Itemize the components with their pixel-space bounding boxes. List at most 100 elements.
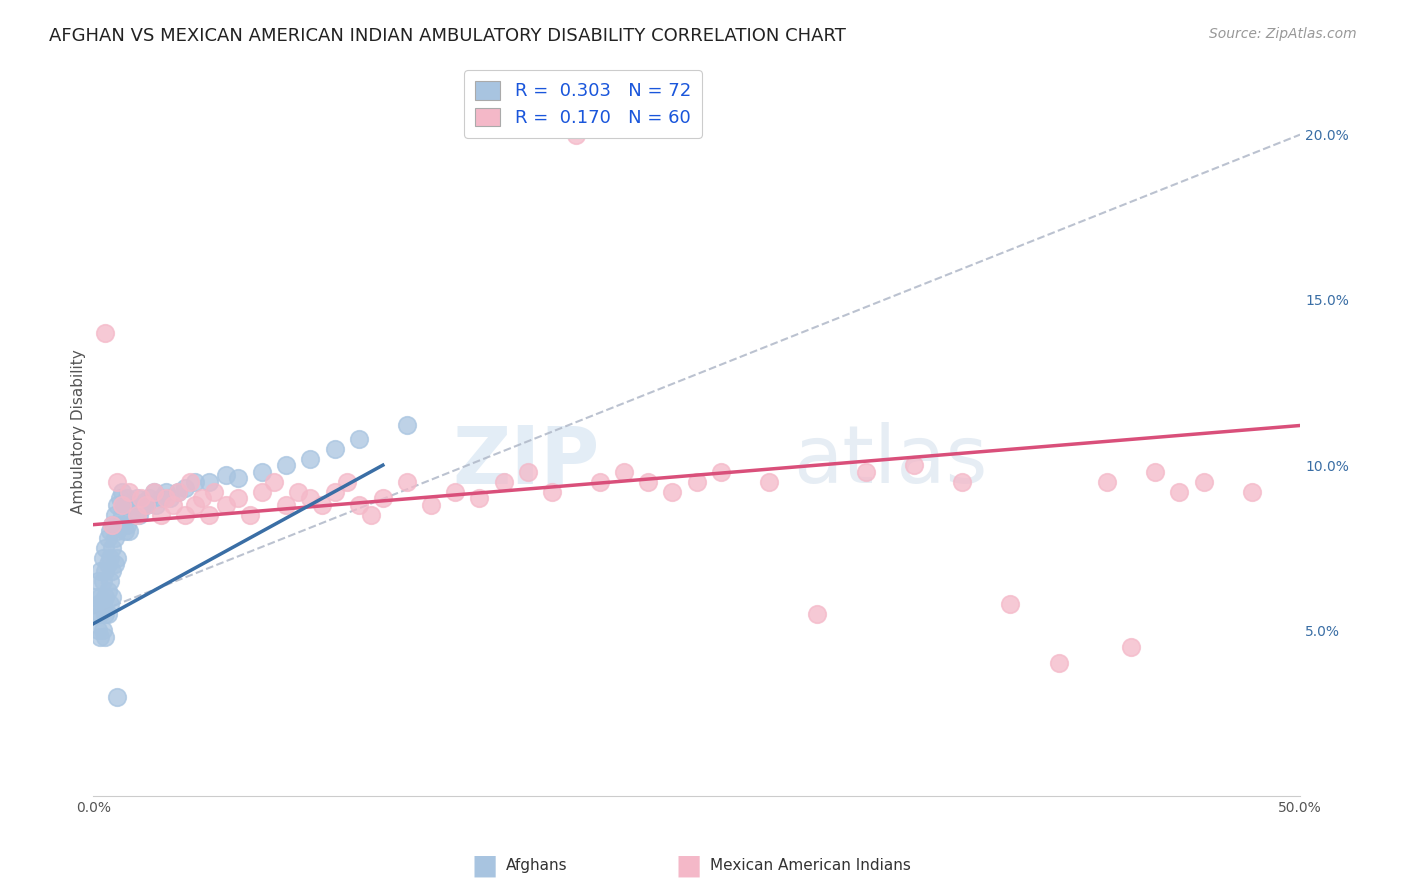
Point [347, 498, 370, 512]
Point [89, 607, 111, 621]
Point [135, 498, 157, 512]
Point [323, 442, 346, 456]
Point [101, 591, 124, 605]
Point [111, 498, 134, 512]
Text: ■: ■ [472, 851, 498, 880]
Point [118, 498, 141, 512]
Point [1192, 475, 1215, 489]
Point [903, 458, 925, 472]
Text: ■: ■ [676, 851, 702, 880]
Point [89, 591, 111, 605]
Point [94, 541, 117, 555]
Point [166, 484, 188, 499]
Text: ZIP: ZIP [453, 422, 600, 500]
Point [101, 541, 124, 555]
Point [91, 624, 114, 638]
Point [263, 475, 285, 489]
Point [360, 508, 382, 522]
Point [685, 475, 707, 489]
Point [131, 491, 153, 506]
Point [94, 564, 117, 578]
Point [121, 508, 143, 522]
Point [104, 531, 127, 545]
Point [950, 475, 973, 489]
Point [710, 465, 733, 479]
Point [1000, 597, 1022, 611]
Point [198, 475, 221, 489]
Point [371, 491, 394, 506]
Point [91, 574, 114, 588]
Point [89, 630, 111, 644]
Point [250, 465, 273, 479]
Point [166, 484, 188, 499]
Point [198, 508, 221, 522]
Point [226, 491, 249, 506]
Point [311, 498, 333, 512]
Point [540, 484, 562, 499]
Point [98, 574, 121, 588]
Point [105, 498, 128, 512]
Point [589, 475, 612, 489]
Point [1144, 465, 1167, 479]
Point [174, 508, 197, 522]
Point [98, 550, 121, 565]
Point [94, 607, 117, 621]
Point [105, 690, 128, 704]
Point [287, 484, 309, 499]
Point [395, 475, 418, 489]
Point [115, 491, 138, 506]
Point [111, 484, 134, 499]
Point [104, 508, 127, 522]
Point [104, 558, 127, 572]
Point [108, 517, 131, 532]
Point [276, 458, 298, 472]
Point [565, 128, 588, 142]
Point [1095, 475, 1118, 489]
Point [661, 484, 683, 499]
Point [84, 591, 107, 605]
Point [226, 471, 249, 485]
Point [91, 597, 114, 611]
Point [145, 498, 167, 512]
Point [97, 558, 120, 572]
Text: atlas: atlas [793, 422, 987, 500]
Text: AFGHAN VS MEXICAN AMERICAN INDIAN AMBULATORY DISABILITY CORRELATION CHART: AFGHAN VS MEXICAN AMERICAN INDIAN AMBULA… [49, 27, 846, 45]
Point [94, 326, 117, 340]
Point [125, 508, 148, 522]
Point [114, 498, 136, 512]
Point [1119, 640, 1142, 654]
Point [142, 484, 165, 499]
Point [115, 517, 138, 532]
Point [159, 491, 181, 506]
Point [97, 583, 120, 598]
Point [420, 498, 443, 512]
Point [1240, 484, 1263, 499]
Point [336, 475, 359, 489]
Point [98, 597, 121, 611]
Point [84, 607, 107, 621]
Point [97, 607, 120, 621]
Point [114, 524, 136, 539]
Point [155, 491, 177, 506]
Point [105, 550, 128, 565]
Point [183, 475, 205, 489]
Point [162, 498, 184, 512]
Point [101, 517, 124, 532]
Point [250, 484, 273, 499]
Text: Source: ZipAtlas.com: Source: ZipAtlas.com [1209, 27, 1357, 41]
Point [468, 491, 491, 506]
Point [492, 475, 515, 489]
Point [94, 630, 117, 644]
Point [135, 498, 157, 512]
Point [758, 475, 780, 489]
Point [516, 465, 538, 479]
Point [125, 491, 148, 506]
Point [108, 491, 131, 506]
Point [149, 491, 172, 506]
Point [89, 564, 111, 578]
Point [276, 498, 298, 512]
Point [142, 484, 165, 499]
Point [111, 508, 134, 522]
Point [613, 465, 636, 479]
Point [101, 564, 124, 578]
